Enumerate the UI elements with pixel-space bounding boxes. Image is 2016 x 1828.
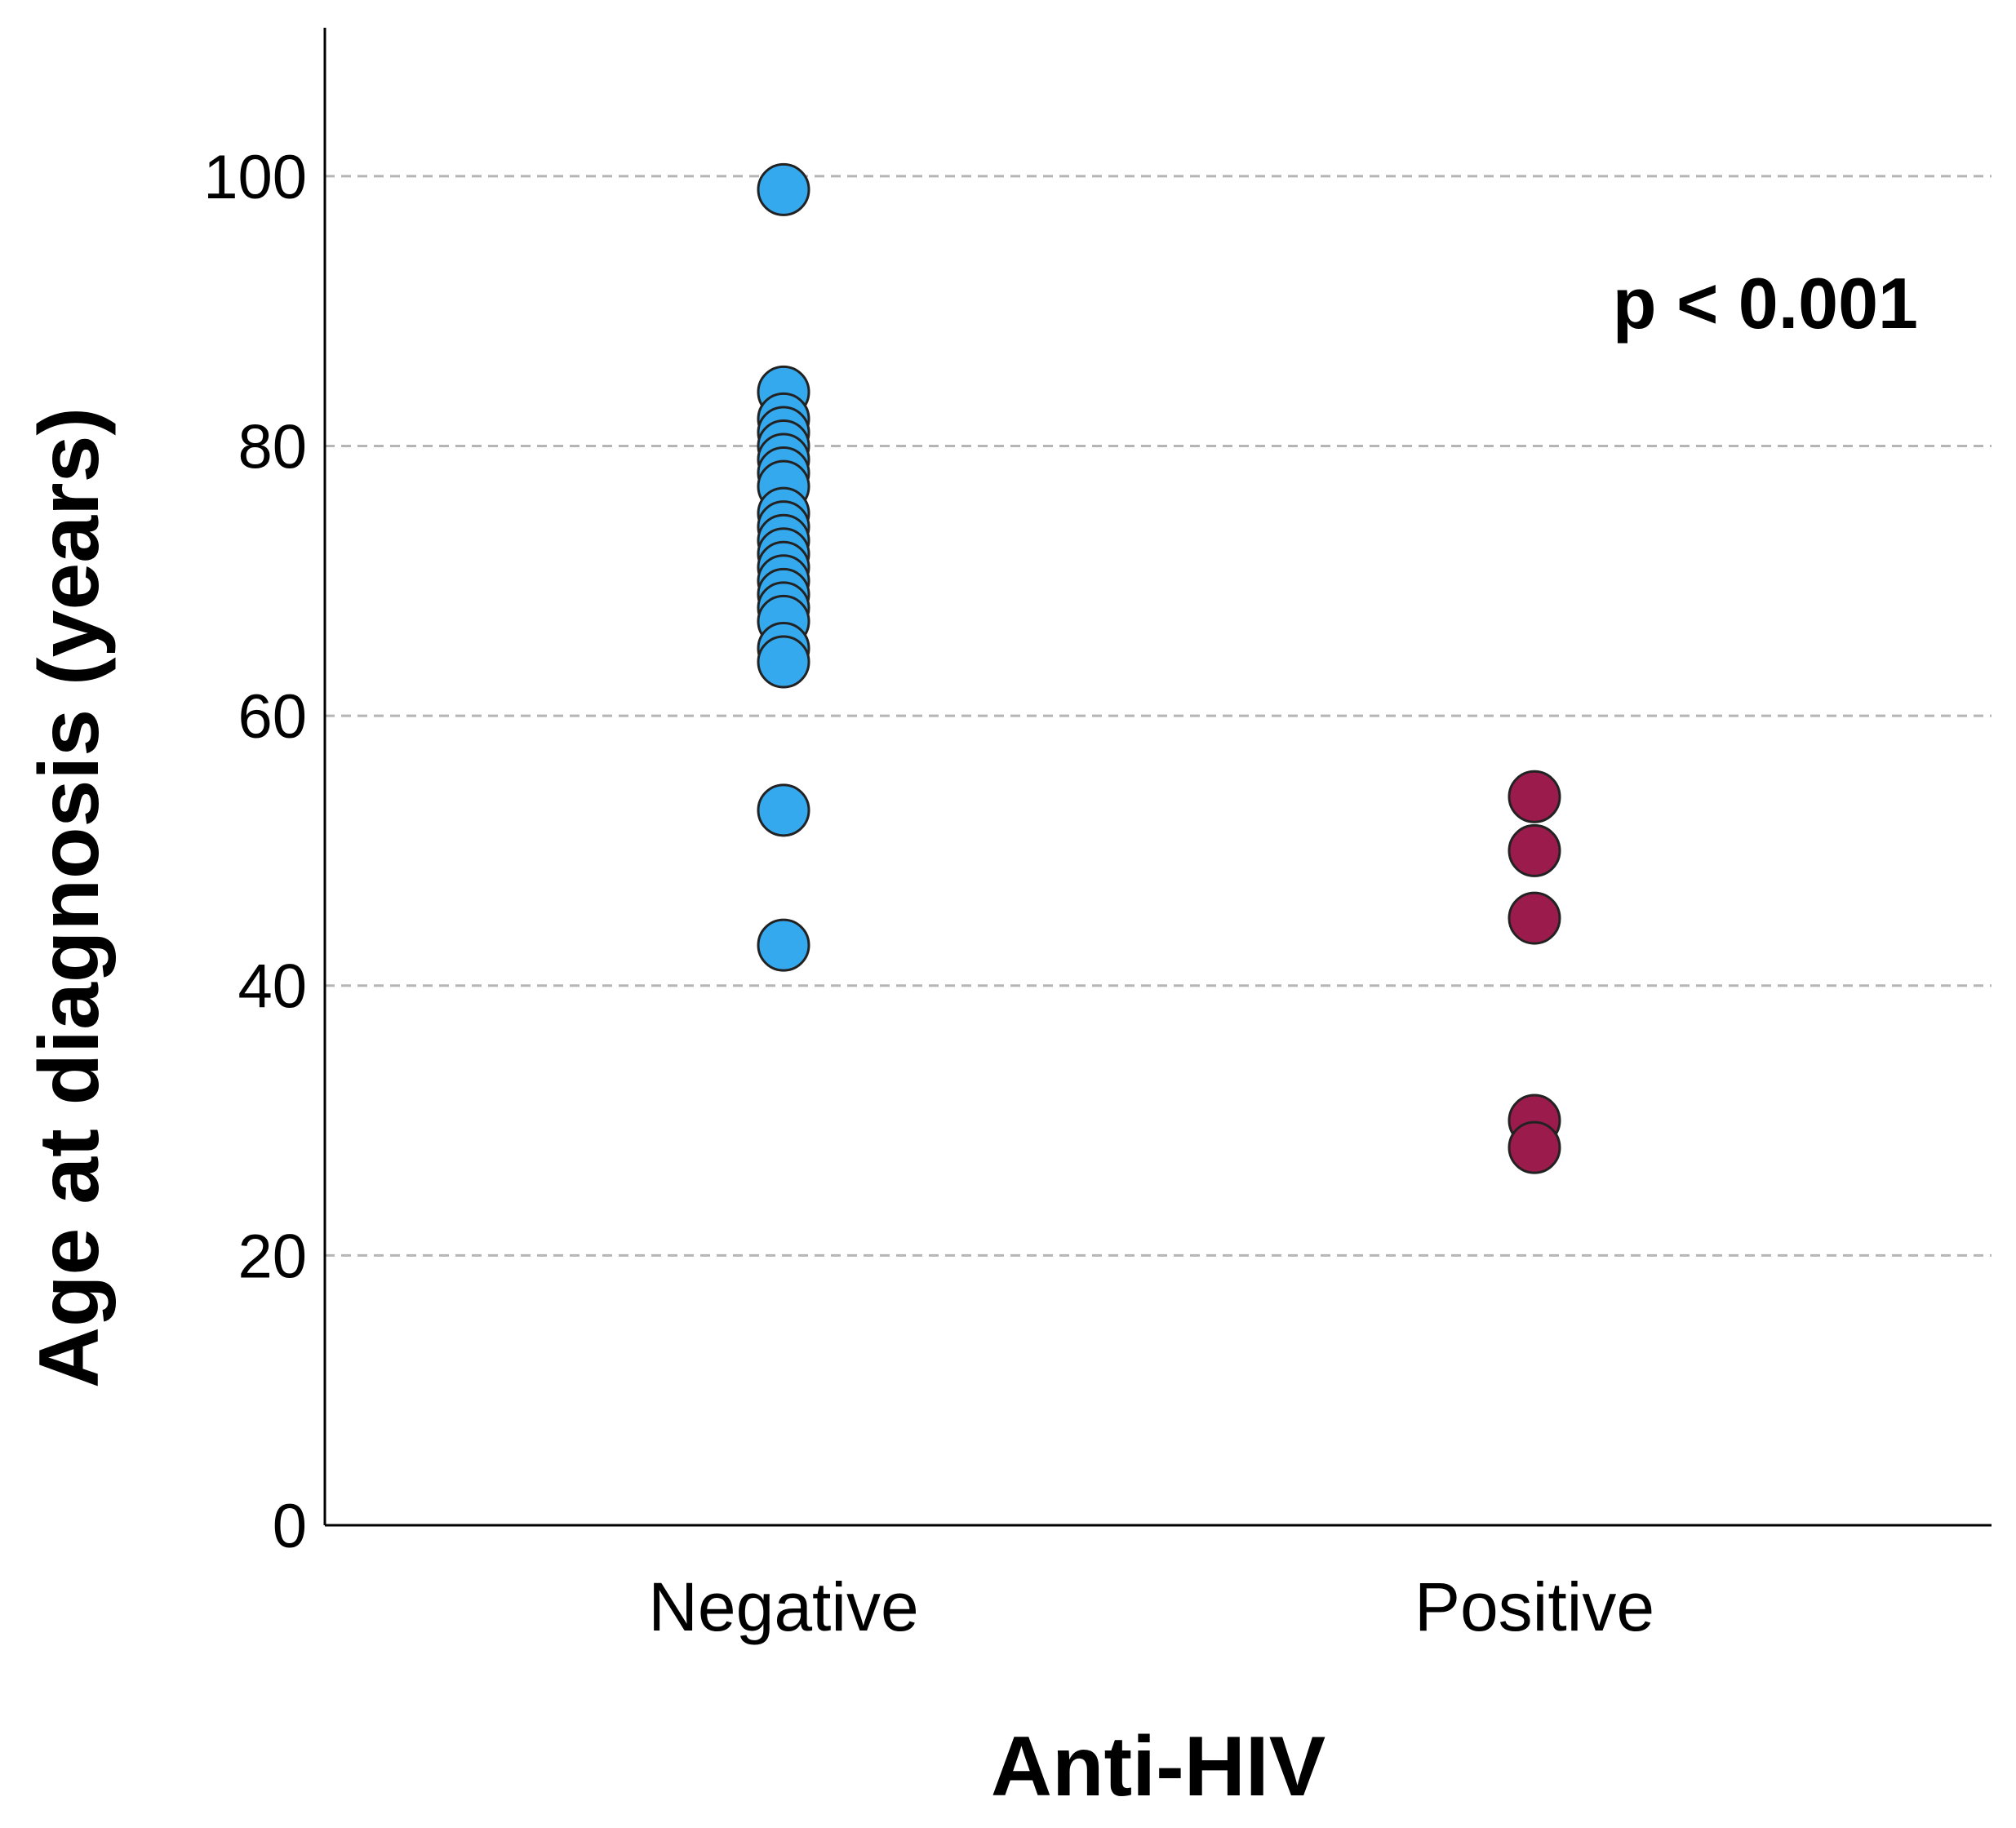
data-point-positive bbox=[1508, 891, 1561, 945]
axes bbox=[323, 28, 1992, 1527]
x-axis-title: Anti-HIV bbox=[991, 1719, 1325, 1814]
y-tick-label: 100 bbox=[203, 143, 307, 212]
data-point-positive bbox=[1508, 1120, 1561, 1174]
y-tick-label: 40 bbox=[238, 952, 307, 1022]
x-tick-labels: Negative Positive bbox=[648, 1568, 1654, 1645]
data-point-negative bbox=[757, 918, 810, 972]
y-tick-label: 20 bbox=[238, 1222, 307, 1291]
data-points bbox=[757, 162, 1561, 1174]
x-tick-label-negative: Negative bbox=[648, 1568, 919, 1645]
y-axis-title: Age at diagnosis (years) bbox=[22, 407, 117, 1388]
data-point-negative bbox=[757, 162, 810, 216]
data-point-negative bbox=[757, 783, 810, 837]
y-tick-labels: 0 20 40 60 80 100 bbox=[203, 143, 307, 1561]
data-point-positive bbox=[1508, 823, 1561, 877]
y-tick-label: 60 bbox=[238, 682, 307, 752]
data-point-negative bbox=[757, 635, 810, 689]
y-tick-label: 0 bbox=[273, 1492, 307, 1561]
p-value-annotation: p < 0.001 bbox=[1613, 263, 1918, 344]
x-tick-label-positive: Positive bbox=[1414, 1568, 1654, 1645]
data-point-positive bbox=[1508, 770, 1561, 823]
y-tick-label: 80 bbox=[238, 412, 307, 481]
gridlines bbox=[325, 175, 1992, 1257]
